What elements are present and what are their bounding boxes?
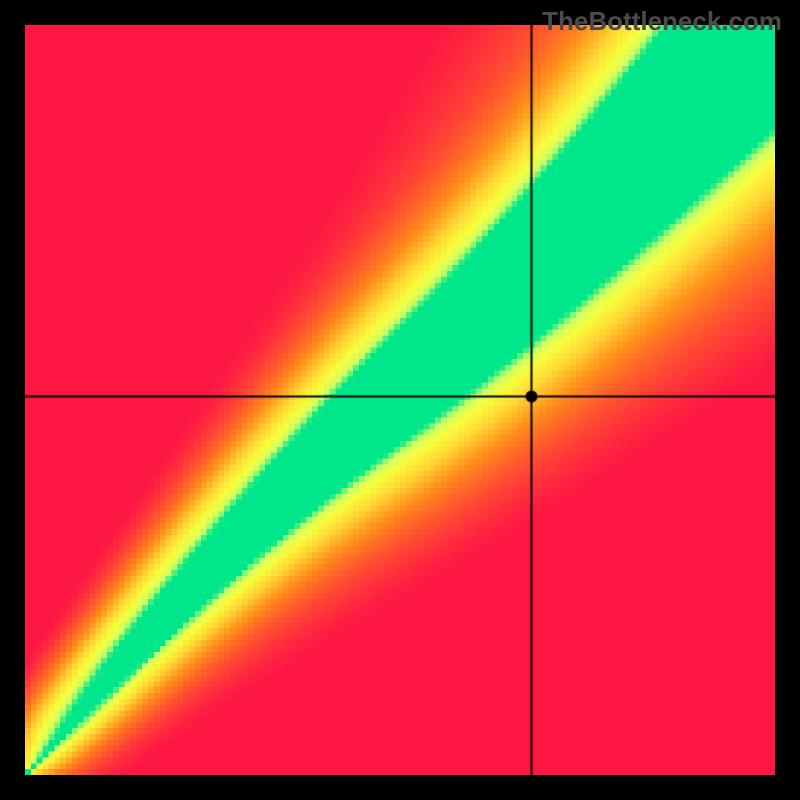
chart-container: TheBottleneck.com <box>0 0 800 800</box>
watermark-label: TheBottleneck.com <box>542 6 782 37</box>
crosshair-overlay <box>25 25 775 775</box>
